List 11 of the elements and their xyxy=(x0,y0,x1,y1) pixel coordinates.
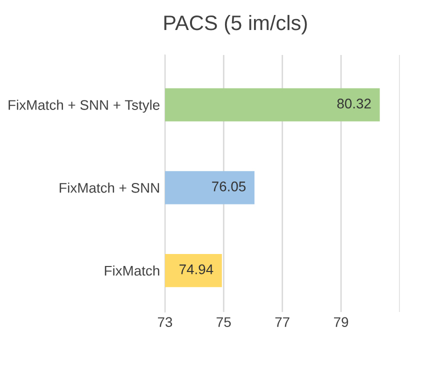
data-label: 74.94 xyxy=(180,264,214,274)
y-tick-label: FixMatch + SNN xyxy=(60,182,159,193)
y-tick-label: FixMatch + SNN + Tstyle xyxy=(8,100,160,113)
data-label: 76.05 xyxy=(212,182,246,192)
x-tick-label: 77 xyxy=(275,317,290,327)
x-tick-label: 75 xyxy=(216,317,231,328)
y-tick-label: FixMatch xyxy=(104,265,160,276)
x-tick-label: 73 xyxy=(158,317,172,328)
chart-title: PACS (5 im/cls) xyxy=(164,14,307,34)
data-label: 80.32 xyxy=(337,98,371,108)
x-tick-label: 79 xyxy=(334,317,348,328)
